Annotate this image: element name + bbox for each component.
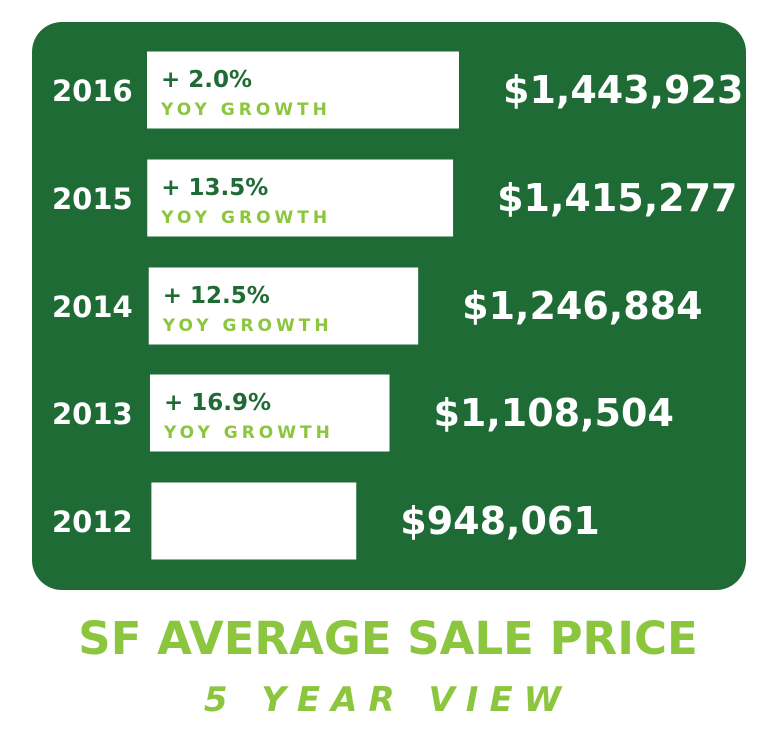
growth-value-2016: + 2.0% (161, 67, 252, 93)
bar-2016 (147, 51, 459, 129)
value-label-2014: $1,246,884 (462, 284, 702, 328)
growth-value-2015: + 13.5% (161, 175, 268, 201)
value-label-2016: $1,443,923 (503, 68, 743, 112)
year-label-2012: 2012 (52, 505, 133, 539)
bar-2015 (147, 159, 454, 237)
chart-subtitle: 5 YEAR VIEW (203, 680, 573, 720)
growth-caption-2015: YOY GROWTH (160, 208, 331, 228)
bar-2013 (149, 374, 390, 452)
growth-caption-2013: YOY GROWTH (163, 423, 334, 443)
growth-value-2014: + 12.5% (163, 283, 270, 309)
year-label-2014: 2014 (52, 290, 133, 324)
value-label-2015: $1,415,277 (497, 176, 737, 220)
growth-caption-2016: YOY GROWTH (160, 100, 331, 120)
chart-title: SF AVERAGE SALE PRICE (78, 612, 698, 665)
year-label-2016: 2016 (52, 74, 133, 108)
bar-2014 (148, 267, 419, 345)
value-label-2012: $948,061 (400, 499, 600, 543)
growth-caption-2014: YOY GROWTH (162, 316, 333, 336)
bar-chart: 2016 + 2.0% YOY GROWTH $1,443,923 2015 + 13.5… (52, 51, 743, 560)
value-label-2013: $1,108,504 (433, 391, 673, 435)
growth-value-2013: + 16.9% (164, 390, 271, 416)
year-label-2013: 2013 (52, 397, 133, 431)
year-label-2015: 2015 (52, 182, 133, 216)
bar-2012 (151, 482, 357, 560)
